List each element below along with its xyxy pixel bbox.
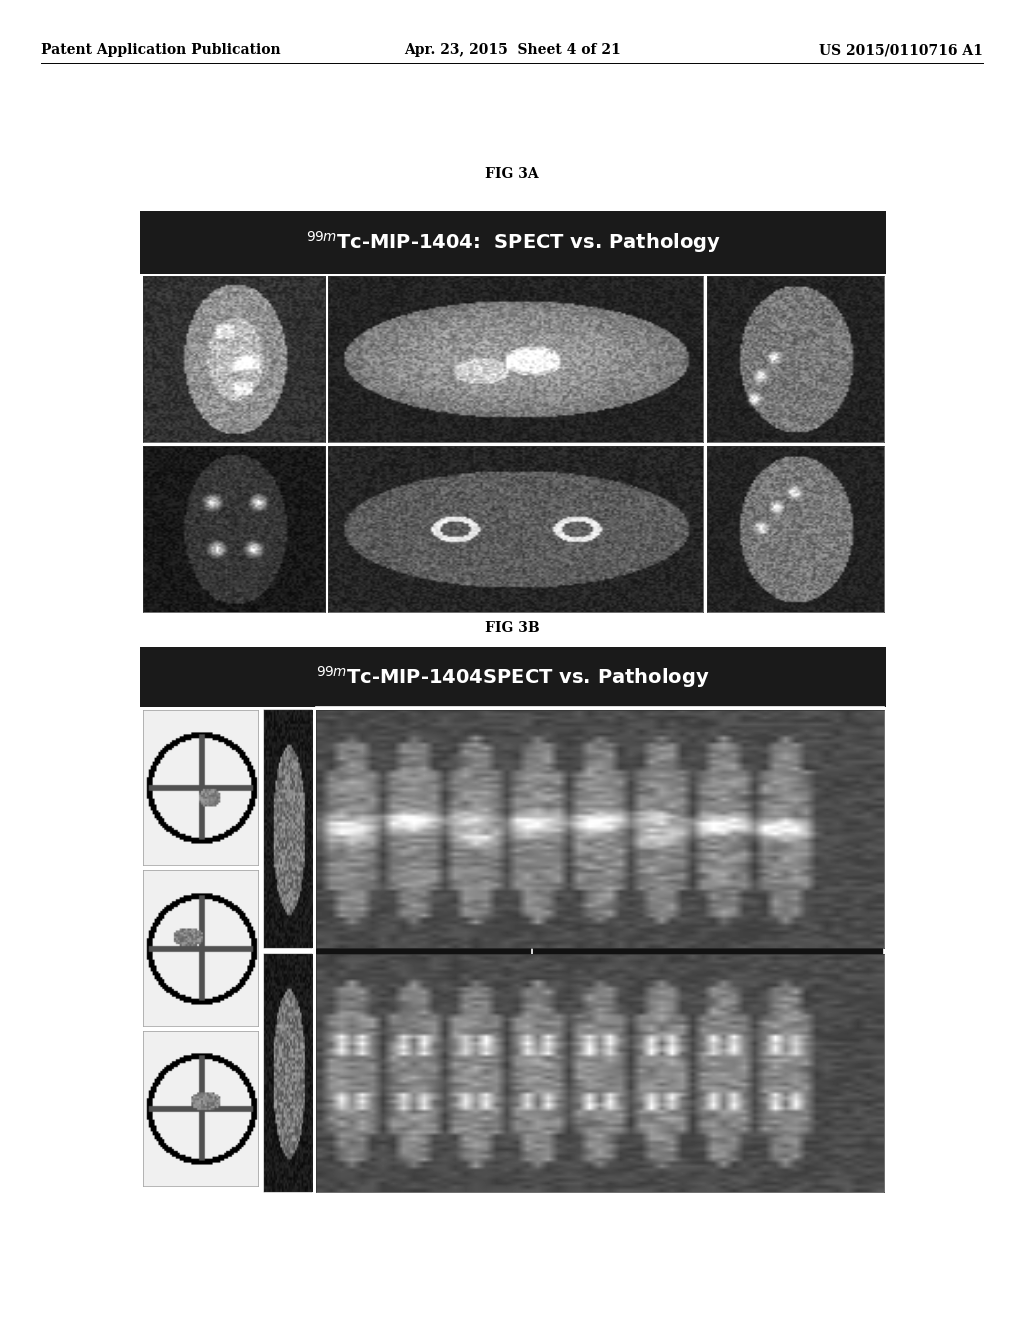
Bar	[531, 710, 884, 1192]
Text: FIG 3A: FIG 3A	[485, 168, 539, 181]
Text: GS 9: GS 9	[319, 939, 347, 948]
Text: Apr. 23, 2015  Sheet 4 of 21: Apr. 23, 2015 Sheet 4 of 21	[403, 44, 621, 57]
Bar	[140, 647, 886, 708]
Bar	[316, 708, 884, 1192]
Text: US 2015/0110716 A1: US 2015/0110716 A1	[819, 44, 983, 57]
Text: 2= Gleason 7 (3+4) lesion: 2= Gleason 7 (3+4) lesion	[346, 1074, 494, 1085]
Text: 1=Gleason 9 (4+5) lesion: 1=Gleason 9 (4+5) lesion	[346, 1061, 490, 1072]
Text: Subject -02: Subject -02	[152, 597, 215, 607]
Text: GS 7: GS 7	[538, 939, 565, 948]
Bar	[140, 211, 886, 273]
Text: Pathology: Pathology	[346, 1041, 425, 1055]
Text: Subject -02: Subject -02	[152, 1175, 215, 1185]
Text: $^{99m}$Tc-MIP-1404:  SPECT vs. Pathology: $^{99m}$Tc-MIP-1404: SPECT vs. Pathology	[305, 230, 721, 255]
Text: FIG 3B: FIG 3B	[484, 622, 540, 635]
Text: $^{99m}$Tc-MIP-1404SPECT vs. Pathology: $^{99m}$Tc-MIP-1404SPECT vs. Pathology	[316, 664, 710, 690]
Text: Patent Application Publication: Patent Application Publication	[41, 44, 281, 57]
Bar	[316, 948, 884, 953]
